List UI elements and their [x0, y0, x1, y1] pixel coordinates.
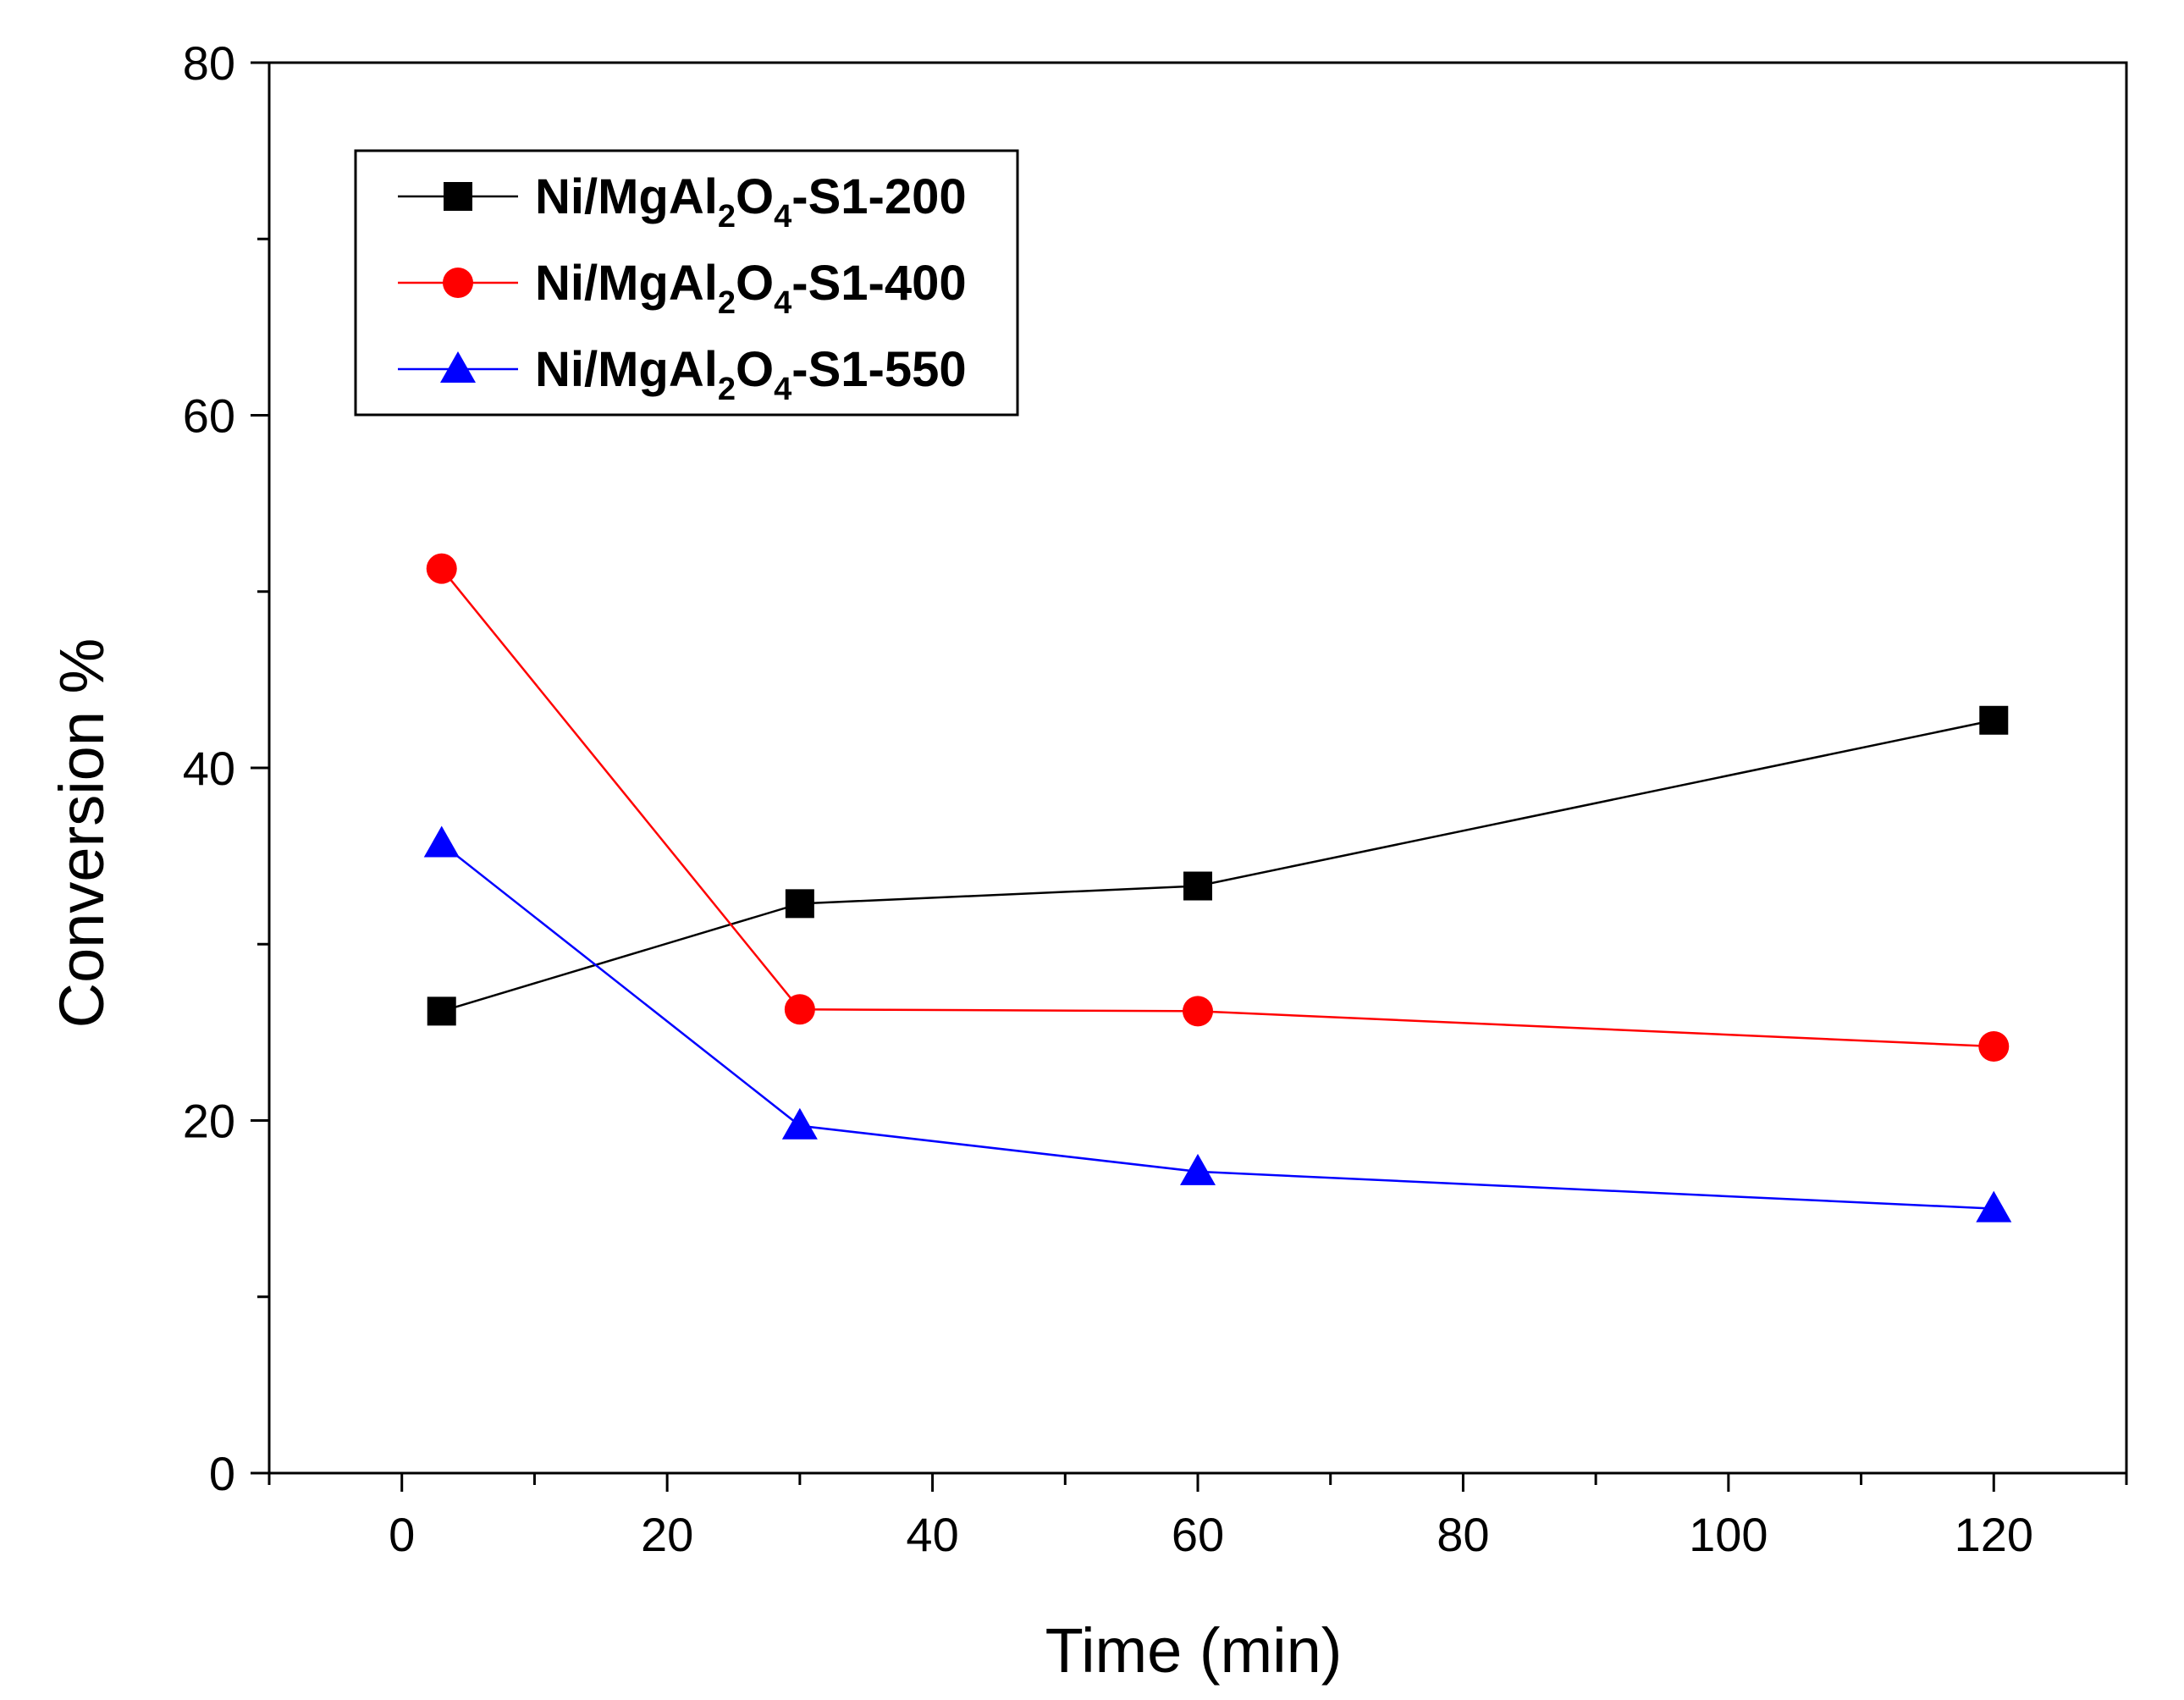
series-3 [423, 825, 2012, 1223]
data-point [1183, 996, 1213, 1027]
tick-labels: 0 20 40 60 80 100 120 0 20 40 60 80 [183, 36, 2033, 1561]
legend-label-part: O [736, 342, 774, 397]
y-tick-label: 80 [183, 36, 235, 90]
legend-label-subscript: 4 [774, 372, 791, 407]
x-tick-label: 20 [641, 1508, 693, 1561]
legend-label: Ni/MgAl2O4-S1-400 [535, 256, 967, 321]
y-tick-label: 20 [183, 1095, 235, 1148]
y-tick-label: 0 [209, 1447, 235, 1500]
legend-entry: Ni/MgAl2O4-S1-550 [398, 342, 967, 407]
legend-label: Ni/MgAl2O4-S1-550 [535, 342, 967, 407]
y-tick-label: 40 [183, 742, 235, 795]
x-tick-label: 60 [1172, 1508, 1224, 1561]
legend-marker [440, 351, 476, 383]
legend-label-subscript: 2 [718, 199, 736, 235]
legend-label-subscript: 4 [774, 199, 791, 235]
legend-label-part: Ni/MgAl [535, 169, 718, 224]
data-point [1183, 871, 1212, 901]
y-tick-label: 60 [183, 389, 235, 443]
x-tick-label: 40 [906, 1508, 958, 1561]
legend: Ni/MgAl2O4-S1-200Ni/MgAl2O4-S1-400Ni/MgA… [354, 149, 1019, 417]
x-tick-label: 100 [1689, 1508, 1768, 1561]
legend-label-part: O [736, 256, 774, 311]
legend-label: Ni/MgAl2O4-S1-200 [535, 169, 967, 235]
legend-label-part: -S1-200 [791, 169, 966, 224]
legend-label-subscript: 2 [718, 285, 736, 321]
legend-marker [443, 268, 473, 298]
legend-label-subscript: 2 [718, 372, 736, 407]
legend-label-part: Ni/MgAl [535, 256, 718, 311]
legend-entry: Ni/MgAl2O4-S1-400 [398, 256, 967, 321]
data-point [1979, 705, 2009, 735]
data-point [427, 996, 456, 1026]
legend-label-subscript: 4 [774, 285, 791, 321]
y-axis-title: Conversion % [47, 638, 117, 1029]
data-point [1978, 1031, 2010, 1062]
series-layer [423, 553, 2012, 1223]
legend-label-part: O [736, 169, 774, 224]
data-point [784, 994, 815, 1025]
legend-entry: Ni/MgAl2O4-S1-200 [398, 169, 967, 235]
series-line [440, 567, 1994, 1048]
series-line [440, 842, 1994, 1210]
series-line [441, 719, 1994, 1013]
data-point [426, 553, 457, 584]
axis-ticks [251, 61, 2128, 1492]
x-tick-label: 120 [1955, 1508, 2033, 1561]
x-tick-label: 0 [389, 1508, 415, 1561]
data-point [1180, 1153, 1216, 1185]
data-point [423, 825, 460, 858]
x-axis-title: Time (min) [1045, 1615, 1343, 1686]
data-point [1976, 1190, 2012, 1223]
data-point [785, 889, 814, 919]
series-2 [426, 553, 2010, 1062]
legend-marker [444, 182, 472, 211]
legend-label-part: -S1-550 [791, 342, 966, 397]
legend-label-part: Ni/MgAl [535, 342, 718, 397]
series-1 [427, 705, 2009, 1026]
data-point [781, 1107, 818, 1140]
x-tick-label: 80 [1437, 1508, 1489, 1561]
legend-label-part: -S1-400 [791, 256, 966, 311]
